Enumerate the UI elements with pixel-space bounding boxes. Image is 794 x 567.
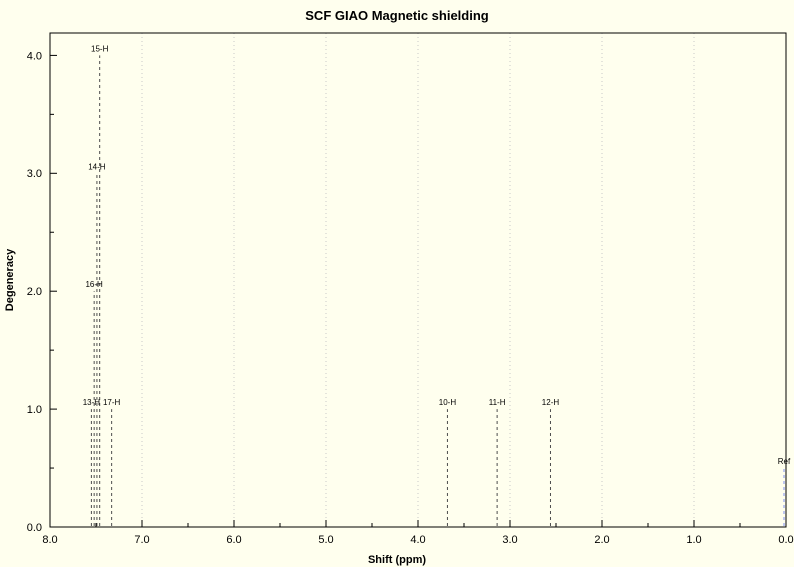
peak-label-Ref: Ref (778, 457, 791, 466)
peak-label-14-H: 14-H (88, 162, 106, 171)
y-tick-label: 1.0 (27, 404, 42, 416)
x-tick-label: 0.0 (778, 534, 793, 546)
x-tick-label: 2.0 (594, 534, 609, 546)
y-tick-label: 0.0 (27, 522, 42, 534)
x-tick-label: 3.0 (502, 534, 517, 546)
y-tick-label: 2.0 (27, 286, 42, 298)
chart-title: SCF GIAO Magnetic shielding (305, 8, 489, 23)
y-tick-label: 3.0 (27, 168, 42, 180)
peak-label-15-H: 15-H (91, 44, 109, 53)
x-tick-label: 1.0 (686, 534, 701, 546)
x-tick-label: 4.0 (410, 534, 425, 546)
peak-label-13-H: 13-H (83, 398, 101, 407)
x-tick-label: 5.0 (318, 534, 333, 546)
x-tick-label: 8.0 (42, 534, 57, 546)
x-tick-label: 7.0 (134, 534, 149, 546)
x-tick-label: 6.0 (226, 534, 241, 546)
x-axis-label: Shift (ppm) (367, 554, 427, 566)
plot-frame (49, 32, 787, 528)
y-tick-label: 4.0 (27, 50, 42, 62)
peak-label-17-H: 17-H (103, 398, 121, 407)
peak-label-12-H: 12-H (542, 398, 560, 407)
peak-label-11-H: 11-H (489, 398, 506, 407)
peak-label-16-H: 16-H (85, 280, 103, 289)
peak-label-10-H: 10-H (439, 398, 457, 407)
